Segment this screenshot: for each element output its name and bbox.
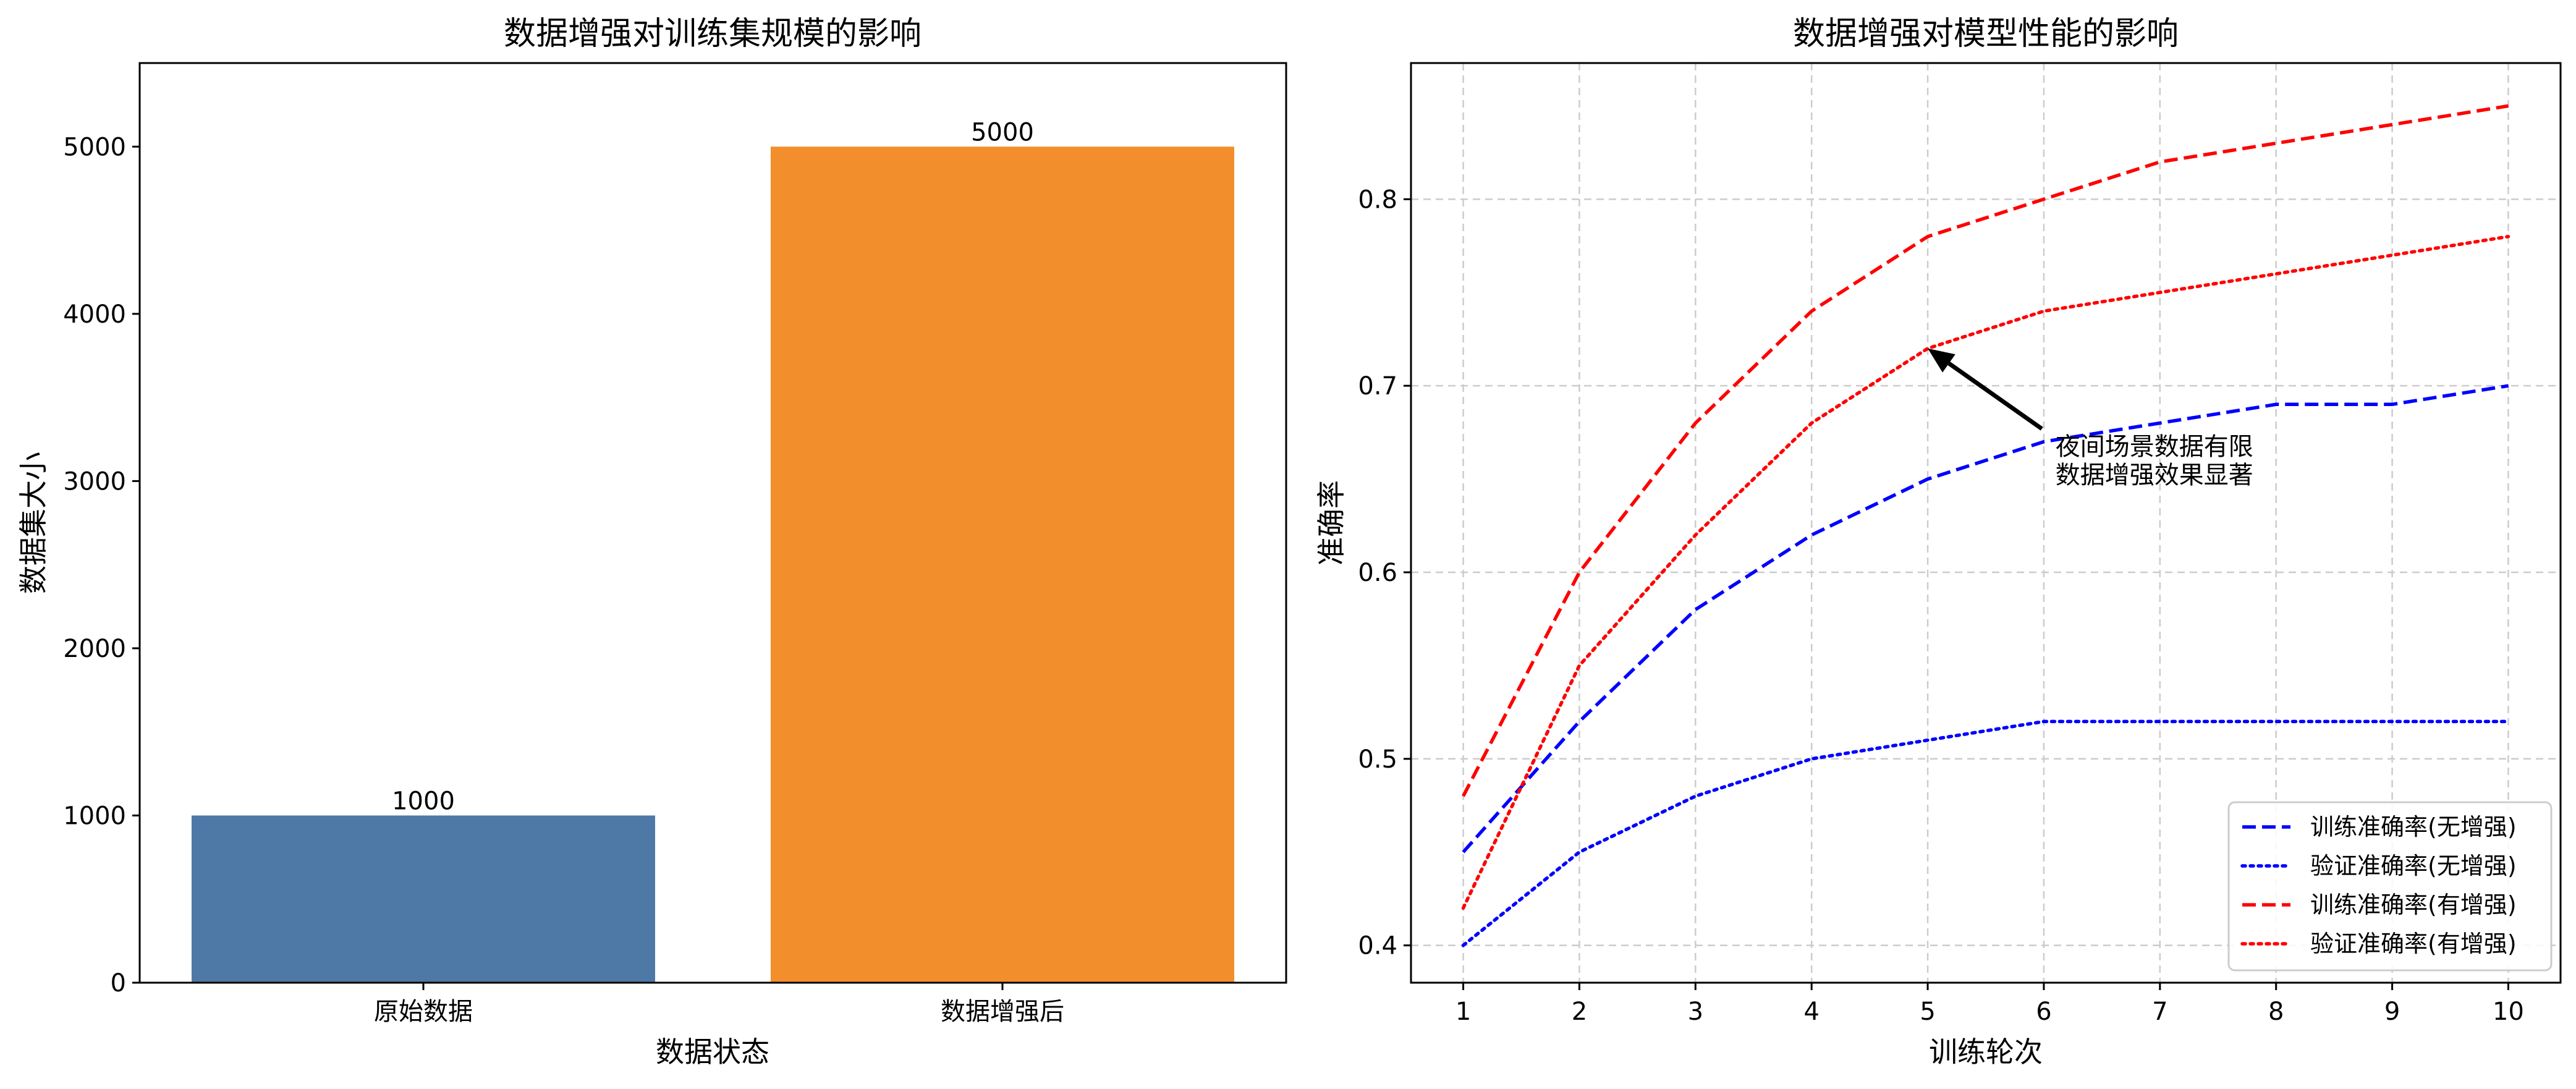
bar-value-label: 5000 [971, 118, 1034, 146]
line-x-tick-label: 10 [2493, 998, 2524, 1026]
series-line-3 [1462, 104, 2509, 797]
line-x-tick-label: 9 [2384, 998, 2400, 1026]
line-x-tick-label: 8 [2268, 998, 2284, 1026]
bar-y-tick-label: 2000 [63, 635, 126, 663]
legend-box [2227, 801, 2553, 972]
bar-1 [192, 815, 655, 983]
bar-y-tick-label: 5000 [63, 133, 126, 161]
line-x-axis: 1 2 3 4 5 6 7 8 9 10 [1455, 983, 2524, 1026]
bar-value-labels: 1000 5000 [392, 118, 1034, 815]
bar-y-tick-label: 3000 [63, 467, 126, 496]
line-x-axis-label: 训练轮次 [1929, 1035, 2043, 1069]
series-line-1 [1462, 384, 2509, 854]
annotation-arrow [1947, 362, 2043, 431]
line-plot-frame [1410, 62, 2562, 984]
line-y-tick-label: 0.6 [1358, 559, 1397, 587]
line-y-tick-label: 0.8 [1358, 185, 1397, 214]
annotation: 夜间场景数据有限 数据增强效果显著 [1928, 348, 2253, 489]
bar-plot-frame [138, 62, 1287, 984]
annotation-text-line-2: 数据增强效果显著 [2056, 461, 2253, 489]
bar-y-axis: 0 1000 2000 3000 4000 5000 [63, 133, 140, 998]
legend: 训练准确率(无增强) 验证准确率(无增强) 训练准确率(有增强) 验证准确率(有增强) [2227, 801, 2553, 972]
legend-label: 验证准确率(有增强) [2310, 930, 2517, 957]
line-y-axis-label: 准确率 [1315, 480, 1348, 566]
series-line-4 [1461, 234, 2510, 910]
bar-chart-title: 数据增强对训练集规模的影响 [504, 15, 922, 53]
annotation-arrow-head [1928, 348, 1955, 373]
line-y-axis: 0.4 0.5 0.6 0.7 0.8 [1358, 185, 1411, 960]
legend-label: 验证准确率(无增强) [2310, 852, 2517, 879]
bar-y-tick-label: 4000 [63, 300, 126, 329]
bar-y-tick-label: 0 [111, 969, 126, 998]
bar-chart: 数据增强对训练集规模的影响 1000 5000 0 1000 2000 3000 4000… [17, 15, 1287, 1069]
legend-items: 训练准确率(无增强) 验证准确率(无增强) 训练准确率(有增强) 验证准确率(有增强) [2240, 813, 2517, 957]
line-x-tick-label: 7 [2152, 998, 2167, 1026]
legend-label: 训练准确率(无增强) [2310, 813, 2517, 841]
bar-y-tick-label: 1000 [63, 802, 126, 830]
annotation-text-line-1: 夜间场景数据有限 [2056, 433, 2253, 461]
bar-x-tick-label: 数据增强后 [941, 998, 1064, 1026]
line-series [1461, 104, 2510, 947]
bar-2 [771, 146, 1234, 983]
line-x-tick-label: 5 [1920, 998, 1935, 1026]
line-x-tick-label: 2 [1572, 998, 1587, 1026]
bar-y-axis-label: 数据集大小 [17, 452, 50, 594]
series-line-2 [1461, 719, 2510, 947]
line-x-tick-label: 1 [1455, 998, 1471, 1026]
line-y-tick-label: 0.7 [1358, 372, 1397, 400]
bar-marks [192, 146, 1234, 983]
line-x-tick-label: 6 [2036, 998, 2051, 1026]
line-x-tick-label: 4 [1803, 998, 1819, 1026]
bar-value-label: 1000 [392, 787, 455, 815]
bar-x-tick-label: 原始数据 [374, 998, 473, 1026]
bar-x-axis: 原始数据 数据增强后 [374, 983, 1064, 1026]
legend-label: 训练准确率(有增强) [2310, 891, 2517, 918]
line-x-tick-label: 3 [1688, 998, 1703, 1026]
line-chart: 数据增强对模型性能的影响 0.4 0.5 0.6 0.7 0.8 1 2 3 4 5 6 7 8 9 10… [1315, 15, 2562, 1069]
bar-x-axis-label: 数据状态 [656, 1035, 769, 1069]
line-y-tick-label: 0.5 [1358, 745, 1397, 774]
line-y-tick-label: 0.4 [1358, 932, 1397, 960]
line-chart-title: 数据增强对模型性能的影响 [1793, 15, 2179, 53]
